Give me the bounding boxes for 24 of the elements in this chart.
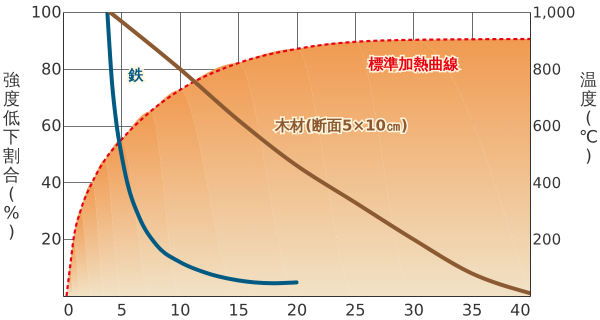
x-tick-label: 30 bbox=[404, 300, 424, 320]
y2-tick-label: 800 bbox=[532, 60, 562, 78]
x-tick-label: 5 bbox=[116, 300, 127, 320]
x-tick-label: 20 bbox=[286, 300, 308, 320]
y-tick-label: 100 bbox=[30, 2, 62, 22]
x-tick-label: 40 bbox=[510, 300, 530, 320]
y2-tick-label: 200 bbox=[532, 230, 562, 249]
y2-axis-title: 温度(℃) bbox=[578, 70, 598, 166]
y-tick-label: 80 bbox=[41, 59, 62, 78]
y2-tick-label: 1,000 bbox=[532, 4, 576, 22]
x-tick-label: 15 bbox=[228, 300, 249, 320]
y-tick-label: 20 bbox=[41, 230, 62, 249]
x-tick-label: 25 bbox=[345, 300, 366, 320]
series-label: 鉄 bbox=[128, 66, 145, 84]
series-label: 木材(断面5×10㎝) bbox=[274, 116, 408, 134]
series-label: 標準加熱曲線 bbox=[367, 54, 460, 73]
text: 強度低下割合(%) bbox=[3, 70, 20, 242]
x-tick-label: 35 bbox=[462, 300, 482, 320]
x-tick-label: 0 bbox=[64, 300, 74, 320]
y-tick-label: 60 bbox=[41, 116, 62, 136]
x-tick-label: 10 bbox=[170, 300, 190, 320]
y2-tick-label: 400 bbox=[532, 174, 562, 192]
y2-tick-label: 600 bbox=[532, 117, 562, 136]
y-tick-label: 40 bbox=[41, 172, 62, 192]
